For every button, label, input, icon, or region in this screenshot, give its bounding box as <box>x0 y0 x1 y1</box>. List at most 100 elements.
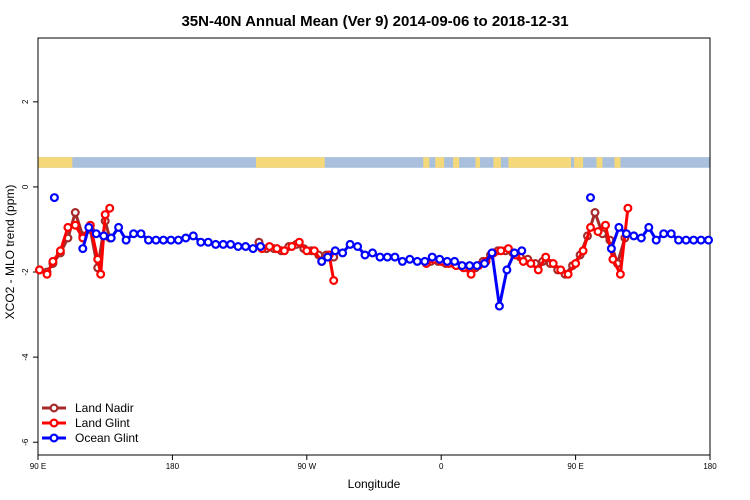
x-tick-label-0: 90 E <box>30 462 46 471</box>
x-tick-label-5: 180 <box>703 462 717 471</box>
data-point <box>457 261 467 271</box>
x-tick-label-4: 90 E <box>567 462 583 471</box>
data-point <box>181 233 191 243</box>
data-point <box>435 254 445 264</box>
data-point <box>241 242 251 252</box>
data-point <box>279 246 289 256</box>
x-axis: 90 E 180 90 W 0 90 E 180 <box>30 455 717 471</box>
x-axis-label: Longitude <box>348 477 401 491</box>
land-band-8 <box>574 157 584 168</box>
data-point <box>188 231 198 241</box>
data-point <box>703 235 713 245</box>
data-point <box>548 259 558 269</box>
data-point <box>91 229 101 239</box>
land-band-0 <box>38 157 73 168</box>
data-point <box>517 246 527 256</box>
y-tick-label-3: -4 <box>21 353 30 361</box>
data-point <box>203 237 213 247</box>
data-point <box>427 252 437 262</box>
data-point <box>55 246 65 256</box>
data-point <box>590 208 600 218</box>
data-point <box>412 256 422 266</box>
data-point <box>96 269 106 279</box>
data-point <box>397 256 407 266</box>
legend-label-0: Land Nadir <box>75 401 134 415</box>
data-point <box>309 246 319 256</box>
data-point <box>144 235 154 245</box>
data-point <box>330 246 340 256</box>
data-point <box>636 233 646 243</box>
data-point <box>585 222 595 232</box>
data-point <box>353 242 363 252</box>
data-point <box>533 265 543 275</box>
data-point <box>294 237 304 247</box>
data-point <box>556 265 566 275</box>
data-point <box>317 256 327 266</box>
x-tick-label-2: 90 W <box>297 462 316 471</box>
land-band-1 <box>256 157 325 168</box>
data-point <box>509 248 519 258</box>
y-axis-label: XCO2 - MLO trend (ppm) <box>3 185 17 320</box>
data-point <box>442 256 452 266</box>
x-tick-label-3: 0 <box>439 462 444 471</box>
land-ocean-strip <box>38 157 710 168</box>
data-point <box>375 252 385 262</box>
y-tick-label-4: -6 <box>21 438 30 446</box>
data-point <box>480 259 490 269</box>
data-point <box>173 235 183 245</box>
data-point <box>518 256 528 266</box>
land-band-2 <box>423 157 430 168</box>
data-point <box>287 242 297 252</box>
data-point <box>629 231 639 241</box>
data-point <box>651 235 661 245</box>
data-point <box>84 222 94 232</box>
legend-marker-0 <box>49 403 59 413</box>
data-point <box>502 265 512 275</box>
data-point <box>496 246 506 256</box>
data-point <box>226 239 236 249</box>
data-point <box>659 229 669 239</box>
data-point <box>368 248 378 258</box>
data-point <box>593 227 603 237</box>
data-point <box>136 229 146 239</box>
chart-title: 35N-40N Annual Mean (Ver 9) 2014-09-06 t… <box>181 13 568 30</box>
data-point <box>329 276 339 286</box>
data-point <box>100 210 110 220</box>
data-point <box>465 261 475 271</box>
data-point <box>382 252 392 262</box>
data-point <box>272 244 282 254</box>
data-point <box>614 222 624 232</box>
legend-label-1: Land Glint <box>75 416 130 430</box>
data-point <box>472 261 482 271</box>
land-band-3 <box>435 157 445 168</box>
data-point <box>606 244 616 254</box>
data-point <box>585 193 595 203</box>
data-point <box>248 244 258 254</box>
data-point <box>93 254 103 264</box>
data-point <box>158 235 168 245</box>
data-point <box>166 235 176 245</box>
data-point <box>42 269 52 279</box>
data-point <box>360 250 370 260</box>
data-point <box>99 231 109 241</box>
data-point <box>681 235 691 245</box>
data-point <box>129 229 139 239</box>
data-point <box>34 265 44 275</box>
data-point <box>487 248 497 258</box>
data-point <box>196 237 206 247</box>
data-point <box>600 220 610 230</box>
legend-marker-1 <box>49 418 59 428</box>
y-axis: 2 0 -2 -4 -6 <box>21 99 38 446</box>
data-point <box>563 269 573 279</box>
data-point <box>666 229 676 239</box>
x-tick-label-1: 180 <box>166 462 180 471</box>
data-point <box>405 254 415 264</box>
ocean-band <box>38 157 710 168</box>
data-point <box>578 246 588 256</box>
data-point <box>233 242 243 252</box>
y-tick-label-1: 0 <box>21 184 30 189</box>
data-point <box>256 242 266 252</box>
data-point <box>615 269 625 279</box>
data-point <box>105 203 115 213</box>
data-point <box>70 220 80 230</box>
